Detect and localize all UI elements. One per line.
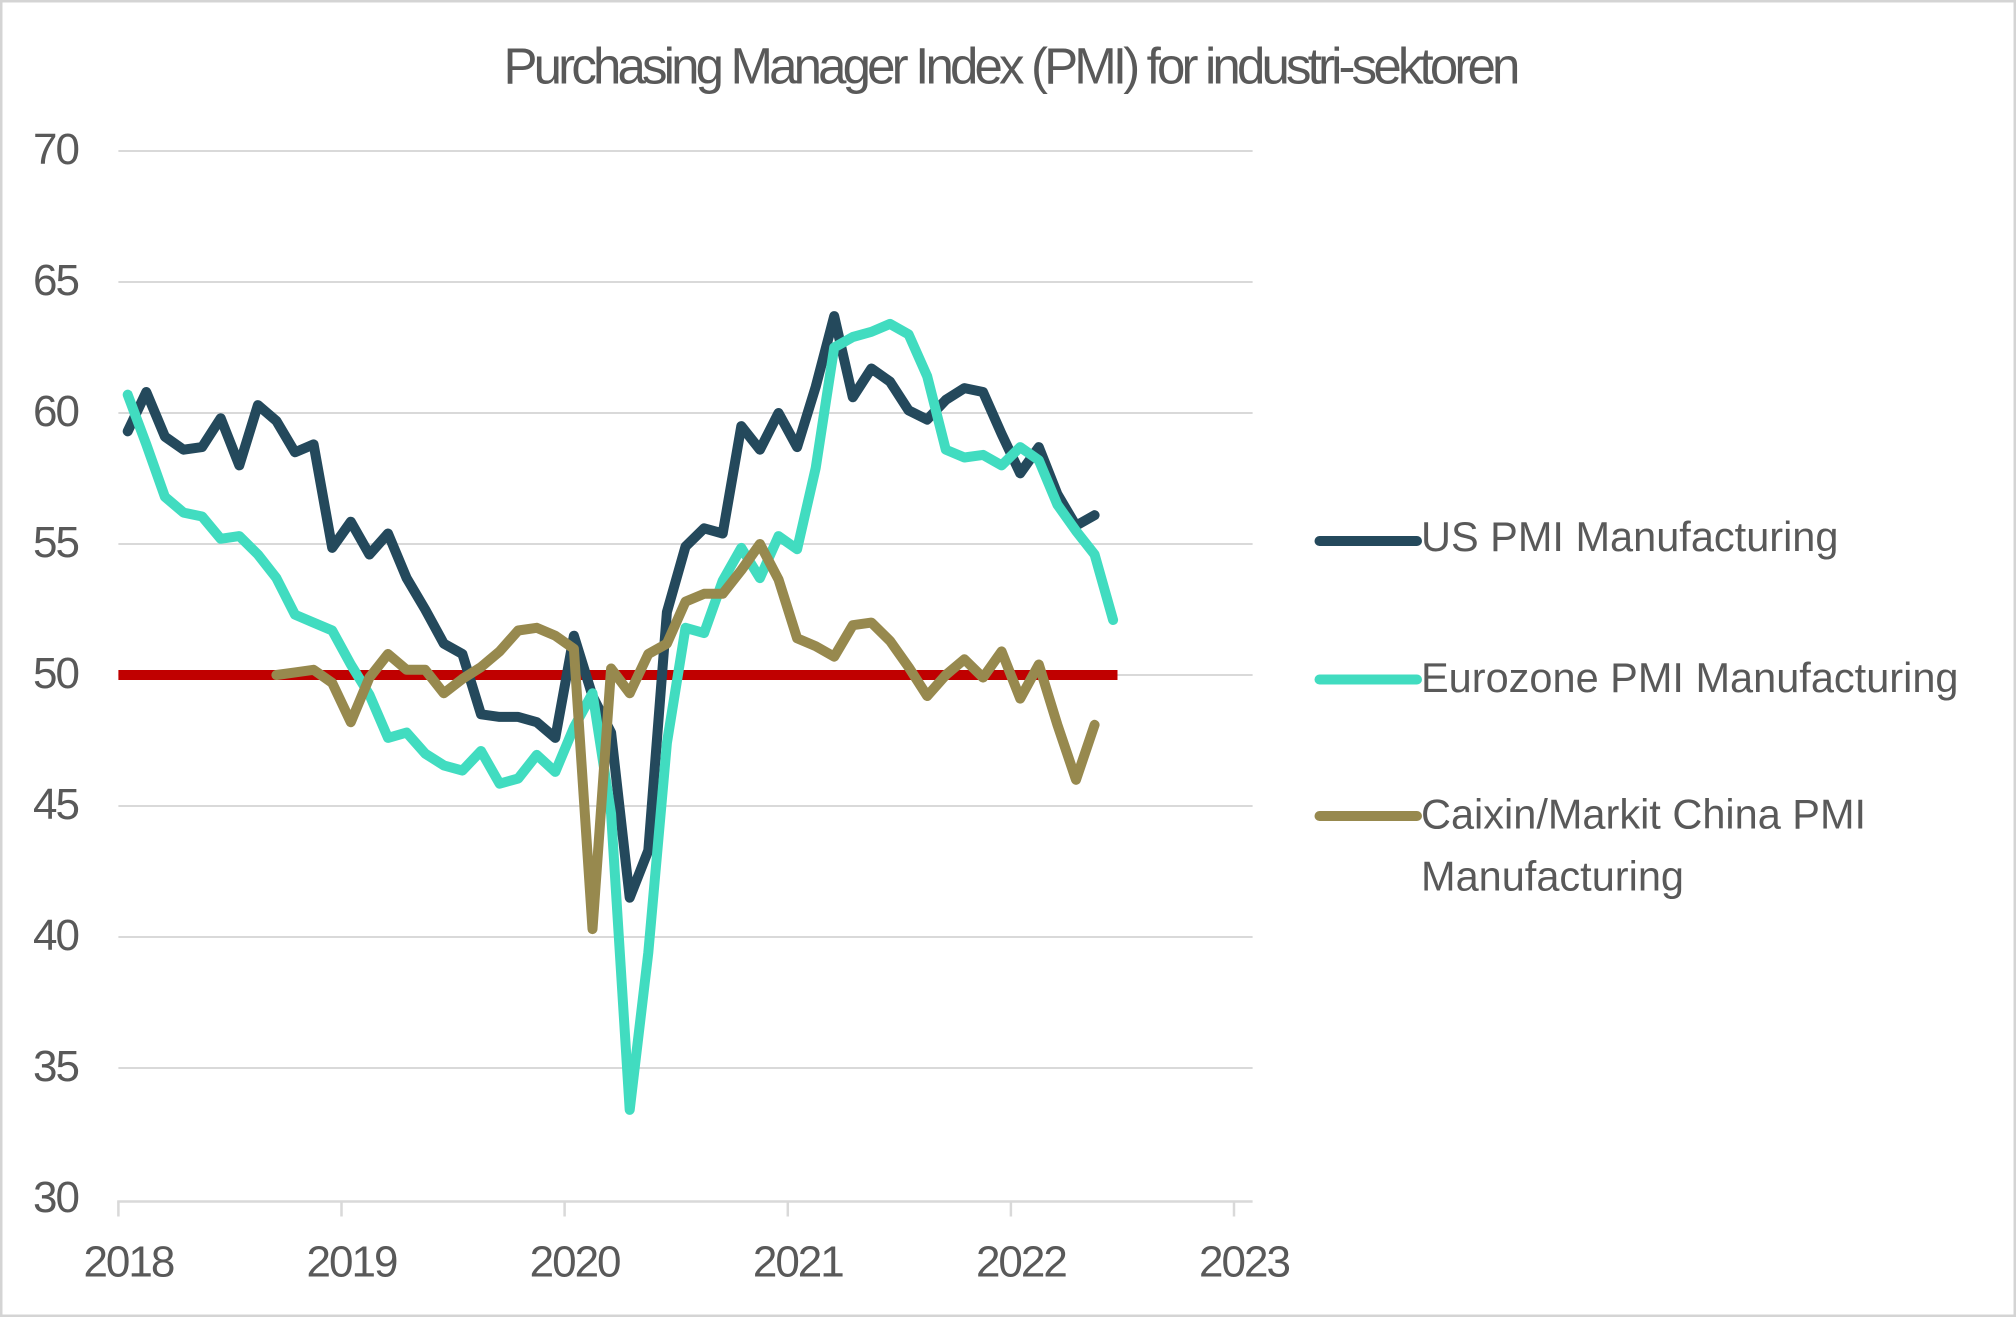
svg-text:Purchasing Manager Index (PMI): Purchasing Manager Index (PMI) for indus… xyxy=(504,38,1518,95)
svg-text:Eurozone PMI Manufacturing: Eurozone PMI Manufacturing xyxy=(1421,654,1958,701)
svg-text:2020: 2020 xyxy=(530,1238,620,1287)
svg-text:35: 35 xyxy=(33,1042,78,1091)
svg-text:30: 30 xyxy=(33,1173,78,1222)
svg-text:Caixin/Markit China PMI: Caixin/Markit China PMI xyxy=(1421,791,1866,838)
svg-text:US PMI Manufacturing: US PMI Manufacturing xyxy=(1421,513,1838,560)
svg-text:40: 40 xyxy=(33,911,78,960)
svg-text:2022: 2022 xyxy=(976,1238,1066,1287)
svg-text:2023: 2023 xyxy=(1199,1238,1289,1287)
svg-text:2019: 2019 xyxy=(307,1238,397,1287)
svg-text:2021: 2021 xyxy=(753,1238,843,1287)
svg-text:60: 60 xyxy=(33,387,78,436)
svg-text:50: 50 xyxy=(33,649,78,698)
svg-text:Manufacturing: Manufacturing xyxy=(1421,853,1684,900)
svg-text:45: 45 xyxy=(33,780,78,829)
svg-text:70: 70 xyxy=(33,125,78,174)
svg-text:65: 65 xyxy=(33,256,78,305)
svg-text:2018: 2018 xyxy=(83,1238,173,1287)
svg-text:55: 55 xyxy=(33,518,78,567)
